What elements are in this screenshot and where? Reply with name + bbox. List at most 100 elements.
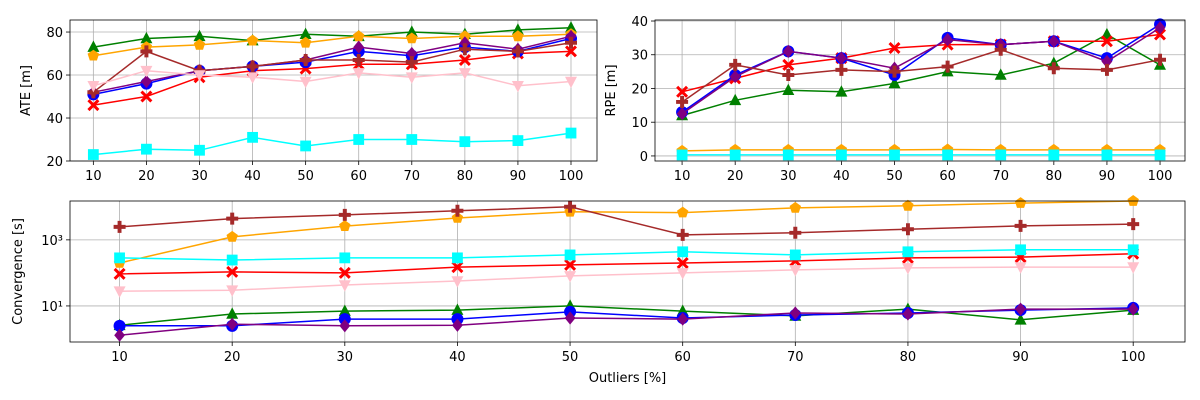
marker [789,201,801,213]
marker [782,69,795,81]
marker [1127,244,1139,256]
marker [87,40,100,52]
axes-frame [654,19,1186,162]
marker [246,72,259,84]
marker [406,32,418,44]
x-tick-label: 100 [559,169,584,184]
marker [564,311,576,325]
marker [677,246,689,258]
series-line [681,33,1161,93]
marker [1048,149,1060,161]
series-line [93,132,572,156]
x-tick-label: 20 [138,169,155,184]
marker [729,70,741,84]
marker [452,252,463,264]
marker [459,36,471,50]
subplot: 10 20 30 40 50 60 70 80 90 100 20 40 60 80 ATE [m] [19,19,598,184]
marker [1014,197,1027,208]
marker [193,38,206,50]
marker [729,58,742,71]
y-tick-label: 0 [640,150,648,165]
marker [902,246,914,258]
marker [113,267,126,280]
marker [299,27,312,39]
marker [901,223,914,236]
marker [676,268,689,280]
marker [246,34,259,46]
x-tick-label: 80 [1046,169,1063,184]
x-tick-label: 80 [900,350,917,365]
marker [565,127,577,139]
x-tick-label: 100 [1121,350,1146,365]
axes-frame [69,200,1186,343]
marker [405,25,418,37]
marker [994,43,1007,56]
marker [565,21,577,33]
marker [405,72,418,84]
y-tick-label: 20 [46,155,63,170]
series-line [93,37,572,96]
marker [451,303,464,315]
marker [1015,244,1026,256]
marker [451,261,464,274]
marker [247,131,258,143]
x-tick-label: 50 [886,169,903,184]
marker [299,36,312,48]
marker [782,58,795,71]
marker [888,76,901,89]
marker [406,134,418,145]
marker [458,54,471,66]
marker [405,56,418,69]
y-tick-label: 10¹ [41,300,63,315]
x-axis-label: Outliers [%] [589,371,667,386]
x-tick-label: 60 [939,169,956,184]
marker [1127,302,1139,316]
marker [729,93,742,106]
marker [835,85,848,97]
y-tick-label: 80 [46,26,63,41]
marker [836,149,847,161]
marker [677,206,689,218]
series-line [119,200,1134,264]
x-tick-label: 10 [111,350,128,365]
marker [141,74,152,89]
marker [451,204,464,217]
y-tick-label: 40 [631,15,648,30]
series-line [93,50,572,106]
marker [338,313,351,326]
marker [193,70,206,82]
marker [994,68,1007,80]
series-line [681,33,1161,117]
marker [676,149,688,161]
y-axis-label: Convergence [s] [11,218,26,325]
marker [565,45,577,58]
marker [193,29,206,42]
marker [352,68,365,80]
marker [1015,302,1026,316]
series-line [119,206,1134,236]
x-tick-label: 30 [780,169,797,184]
marker [226,254,238,266]
marker [511,45,524,58]
marker [140,65,153,78]
series-line [681,48,1161,103]
series-line [682,148,1160,152]
marker [565,36,577,49]
marker [676,85,689,98]
series-line [93,35,572,93]
marker [902,307,914,321]
marker [1100,35,1113,48]
marker [141,143,152,155]
marker [676,96,689,108]
y-tick-label: 60 [46,69,63,84]
x-tick-label: 70 [787,350,804,365]
x-tick-label: 40 [833,169,850,184]
y-tick-label: 20 [631,82,648,97]
marker [1154,21,1166,35]
marker [406,46,418,61]
marker [246,60,259,73]
x-tick-label: 30 [191,169,208,184]
marker [995,149,1007,161]
marker [87,99,100,112]
